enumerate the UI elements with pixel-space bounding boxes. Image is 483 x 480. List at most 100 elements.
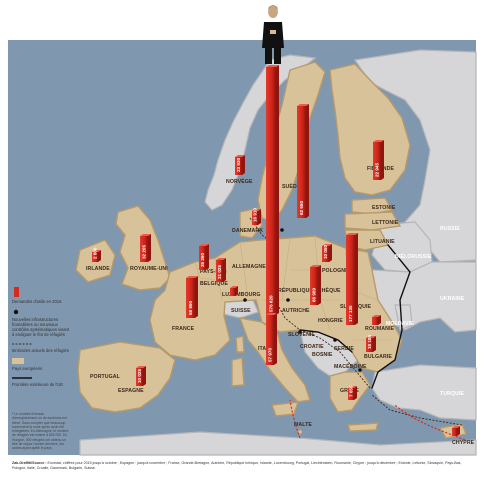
bar-bulgarie-value: 18 105: [367, 335, 372, 349]
bar-pays_bas-top: [199, 244, 209, 246]
bar-finlande-side: [381, 140, 384, 180]
label-moldavie: MOLDAVIE: [386, 321, 414, 327]
bar-france-front: [186, 278, 195, 318]
bar-grece-front: [348, 388, 354, 400]
legend-controls-label: Nouvelles infrastructures frontalières o…: [12, 317, 70, 338]
bar-belgique-top: [216, 258, 226, 260]
sea-routes: [289, 399, 466, 441]
bar-pays_bas-value: 35 260: [200, 253, 205, 267]
bar-irlande-side: [98, 250, 101, 262]
bar-suede-front: [297, 106, 306, 218]
bar-espagne: 10 025: [136, 366, 146, 386]
label-suisse: SUISSE: [231, 308, 251, 314]
bar-irlande-value: 2 880: [93, 247, 98, 259]
bar-suede: 62 550: [297, 104, 309, 218]
label-belgique: BELGIQUE: [200, 281, 228, 287]
source-line: Zak-Graffiti/Source : Eurostat, chiffres…: [12, 461, 474, 470]
bar-danemark-value: 16 910: [253, 208, 258, 222]
legend-eu-swatch: [12, 358, 24, 365]
bar-grece-side: [354, 386, 357, 400]
land-russie: [353, 49, 477, 263]
land-sicile: [271, 401, 300, 417]
legend-routes-label: Itinéraires actuels des réfugiés: [12, 348, 69, 354]
bar-espagne-top: [136, 366, 146, 368]
person-figure: [262, 5, 284, 64]
bar-royaume_uni-top: [140, 234, 151, 236]
label-royaume-uni: ROYAUME-UNI: [130, 266, 168, 272]
bar-france-value: 58 990: [188, 301, 193, 315]
label-autriche: AUTRICHE: [282, 308, 310, 314]
bar-espagne-value: 10 025: [137, 369, 142, 383]
label-pays-bas: PAYS-BAS: [200, 269, 227, 275]
label-lituanie: LITUANIE: [370, 239, 395, 245]
legend-eu-borders: Frontière extérieure de l'UE: [12, 376, 72, 387]
bar-grece: 7 655: [348, 385, 357, 400]
bar-norvege-front: [235, 157, 242, 175]
bar-italie: 57 970: [266, 313, 277, 365]
label-irlande: IRLANDE: [86, 266, 110, 272]
label-norvege: NORVÈGE: [226, 177, 253, 185]
border-controls: [243, 228, 362, 372]
bar-hongrie-front: [346, 235, 355, 325]
label-macedoine: MACÉDOINE: [334, 362, 367, 370]
label-bulgarie: BULGARIE: [364, 354, 392, 360]
bar-irlande-top: [92, 250, 101, 252]
legend-controls: Nouvelles infrastructures frontalières o…: [12, 309, 72, 337]
bar-italie-top: [266, 313, 277, 315]
label-slovenie: SLOVÉNIE: [288, 330, 315, 338]
bar-hongrie-value: 177 135: [348, 305, 353, 322]
asylum-bars: 576 620 62 550 177 135 22 945 68 989 57 970 58…: [92, 65, 460, 436]
bar-pologne-value: 10 050: [323, 245, 328, 259]
bar-royaume_uni: 32 205: [140, 234, 151, 262]
bar-pays_bas-side: [206, 244, 209, 270]
land-iberie: [77, 341, 176, 413]
bar-autriche-top: [310, 265, 321, 267]
land-turquie: [371, 364, 477, 421]
bar-danemark: 16 910: [252, 208, 261, 225]
legend-border-swatch: [12, 377, 32, 379]
bar-royaume_uni-side: [148, 234, 151, 262]
label-malte: MALTE: [294, 422, 312, 428]
bar-royaume_uni-front: [140, 236, 148, 262]
bar-danemark-top: [252, 209, 261, 211]
bar-pologne: 10 050: [322, 244, 332, 262]
bar-allemagne-top: [266, 65, 279, 67]
bar-norvege-top: [235, 155, 245, 157]
bar-italie-value: 57 970: [268, 348, 273, 362]
bar-finlande-top: [373, 140, 384, 142]
label-lettonie: LETTONIE: [372, 220, 399, 226]
bar-pologne-front: [322, 246, 329, 262]
land-sardaigne: [231, 357, 245, 387]
label-roumanie: ROUMANIE: [365, 326, 394, 332]
bar-roumanie-front: [372, 317, 378, 325]
bar-italie-front: [266, 315, 274, 365]
bar-chypre: [452, 426, 460, 436]
bar-allemagne: 576 620: [266, 65, 279, 315]
bar-autriche-side: [318, 265, 321, 305]
label-espagne: ESPAGNE: [118, 388, 144, 394]
bar-hongrie-top: [346, 233, 358, 235]
land-moldavie: [394, 304, 413, 331]
bar-belgique-value: 31 025: [217, 265, 222, 279]
bar-luxembourg-side: [235, 286, 238, 296]
label-russie: RUSSIE: [440, 226, 460, 232]
legend-eu-countries-label: Pays européens: [12, 366, 43, 372]
label-bielorussie: BIÉLORUSSIE: [395, 252, 432, 260]
bar-pologne-top: [322, 244, 332, 246]
source-text: Eurostat, chiffres pour 2015 jusqu'à oct…: [12, 461, 462, 470]
legend: Demandes d'asile en 2015 Nouvelles infra…: [12, 287, 72, 392]
label-bosnie: BOSNIE: [312, 352, 333, 358]
legend-route-swatch: [12, 343, 32, 345]
bar-allemagne-front: [266, 67, 276, 315]
label-suede: SUÈDE: [282, 182, 301, 190]
bar-belgique-side: [223, 258, 226, 282]
label-danemark: DANEMARK: [232, 228, 263, 234]
bar-belgique-front: [216, 260, 223, 282]
legend-control-swatch: [13, 309, 19, 315]
land-finlande: [329, 63, 411, 196]
bar-luxembourg-top: [230, 286, 238, 288]
bar-bulgarie-side: [373, 336, 376, 352]
bar-roumanie-side: [378, 315, 381, 325]
